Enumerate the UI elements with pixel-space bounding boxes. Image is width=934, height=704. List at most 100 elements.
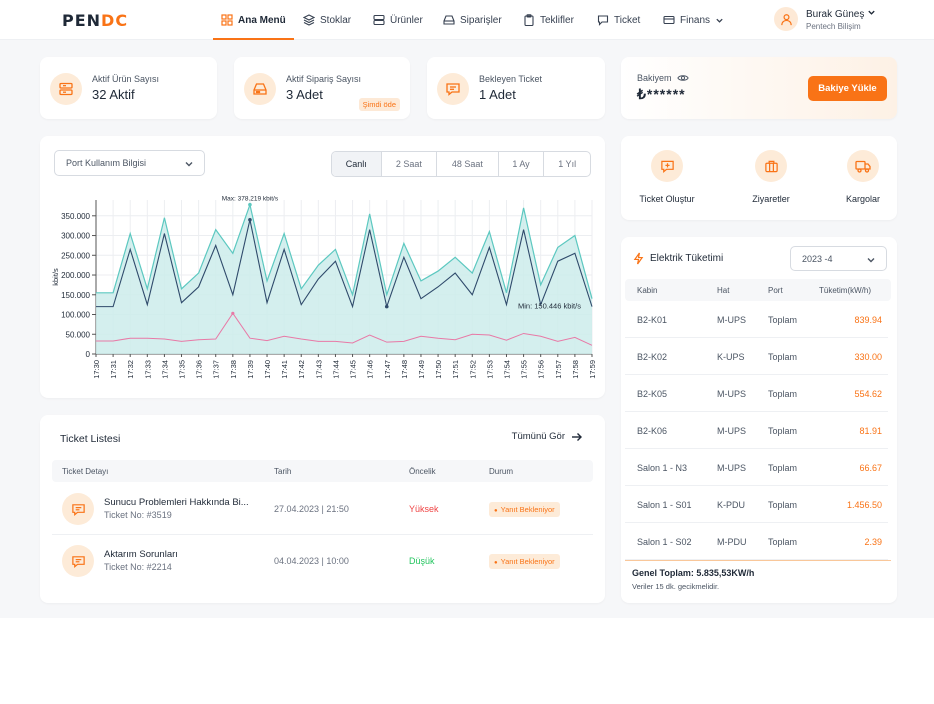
table-row[interactable]: B2-K01 M-UPS Toplam 839.94: [625, 301, 888, 338]
stat-value: 32 Aktif: [92, 87, 135, 102]
cabin-cell: Salon 1 - S01: [637, 500, 692, 510]
user-menu[interactable]: Burak Güneş Pentech Bilişim: [774, 5, 876, 33]
range-48h[interactable]: 48 Saat: [437, 152, 499, 176]
nav-item-ana-menu[interactable]: Ana Menü: [213, 0, 294, 40]
range-live[interactable]: Canlı: [332, 152, 382, 176]
message-icon: [597, 15, 609, 26]
y-tick-label: 350.000: [61, 212, 90, 221]
ticket-plus-icon: [660, 160, 674, 173]
nav-item-teklifler[interactable]: Teklifler: [523, 0, 574, 40]
message-icon: [446, 83, 460, 96]
view-all-link[interactable]: Tümünü Gör: [512, 431, 583, 442]
ticket-date: 04.04.2023 | 10:00: [274, 556, 349, 566]
port-cell: Toplam: [768, 426, 798, 436]
x-tick-label: 17:57: [554, 360, 563, 379]
logo[interactable]: PENDC: [62, 11, 128, 30]
table-row[interactable]: B2-K05 M-UPS Toplam 554.62: [625, 375, 888, 412]
range-1y[interactable]: 1 Yıl: [558, 159, 577, 169]
pay-now-link[interactable]: Şimdi öde: [358, 98, 400, 111]
eye-icon[interactable]: [676, 73, 689, 83]
table-row[interactable]: B2-K06 M-UPS Toplam 81.91: [625, 412, 888, 449]
drive-icon: [253, 83, 267, 95]
nav-label: Finans: [680, 14, 711, 26]
cabin-cell: B2-K01: [637, 315, 668, 325]
ticket-list-card: Ticket Listesi Tümünü Gör Ticket Detayı …: [40, 415, 605, 603]
port-usage-select[interactable]: Port Kullanım Bilgisi: [54, 150, 205, 176]
nav-item-urunler[interactable]: Ürünler: [373, 0, 423, 40]
chevron-down-icon: [185, 162, 193, 167]
stat-card-orders[interactable]: Aktif Sipariş Sayısı 3 Adet Şimdi öde: [234, 57, 410, 119]
load-balance-button[interactable]: Bakiye Yükle: [808, 76, 887, 101]
quick-icon-wrap: [755, 150, 787, 182]
table-row[interactable]: Sunucu Problemleri Hakkında Bi... Ticket…: [52, 483, 593, 535]
energy-title: Elektrik Tüketimi: [650, 253, 724, 264]
stat-card-tickets[interactable]: Bekleyen Ticket 1 Adet: [427, 57, 605, 119]
x-tick-label: 17:32: [126, 360, 135, 379]
nav-item-siparisler[interactable]: Siparişler: [443, 0, 502, 40]
consumption-cell: 554.62: [854, 389, 882, 399]
status-badge: Yanıt Bekleniyor: [489, 502, 560, 517]
drive-icon: [443, 15, 455, 25]
x-tick-label: 17:50: [434, 360, 443, 379]
cabin-cell: Salon 1 - N3: [637, 463, 688, 473]
quick-action-cargo[interactable]: Kargolar: [823, 150, 903, 204]
status-badge: Yanıt Bekleniyor: [489, 554, 560, 569]
stat-card-products[interactable]: Aktif Ürün Sayısı 32 Aktif: [40, 57, 217, 119]
x-tick-label: 17:31: [109, 360, 118, 379]
user-company: Pentech Bilişim: [806, 21, 861, 31]
table-row[interactable]: B2-K02 K-UPS Toplam 330.00: [625, 338, 888, 375]
table-row[interactable]: Salon 1 - N3 M-UPS Toplam 66.67: [625, 449, 888, 486]
arrow-right-icon: [572, 432, 582, 441]
quick-action-visits[interactable]: Ziyaretler: [731, 150, 811, 204]
consumption-cell: 839.94: [854, 315, 882, 325]
y-tick-label: 250.000: [61, 251, 90, 260]
energy-note: Veriler 15 dk. gecikmelidir.: [632, 582, 720, 591]
port-usage-select-value: Port Kullanım Bilgisi: [66, 158, 147, 168]
logo-accent-text: DC: [101, 11, 129, 30]
user-icon: [780, 13, 792, 25]
table-row[interactable]: Salon 1 - S02 M-PDU Toplam 2.39: [625, 523, 888, 560]
data-point: [248, 217, 252, 222]
line-cell: K-PDU: [717, 500, 746, 510]
port-cell: Toplam: [768, 352, 798, 362]
quick-action-create-ticket[interactable]: Ticket Oluştur: [627, 150, 707, 204]
stat-icon-wrap: [50, 73, 82, 105]
stat-icon-wrap: [244, 73, 276, 105]
cabin-cell: B2-K06: [637, 426, 668, 436]
ticket-list-title: Ticket Listesi: [60, 433, 121, 445]
quick-action-label: Kargolar: [845, 194, 881, 204]
cabin-cell: B2-K05: [637, 389, 668, 399]
quick-icon-wrap: [651, 150, 683, 182]
time-range-segmented: Canlı 2 Saat 48 Saat 1 Ay 1 Yıl: [331, 151, 591, 177]
x-tick-label: 17:36: [195, 360, 204, 379]
cabin-cell: B2-K02: [637, 352, 668, 362]
x-tick-label: 17:48: [400, 360, 409, 379]
range-2h[interactable]: 2 Saat: [382, 152, 438, 176]
series-line-pink: [96, 312, 593, 346]
top-navbar: PENDC Ana Menü Stoklar Ürünler Siparişle…: [0, 0, 934, 40]
ticket-priority: Yüksek: [409, 504, 439, 514]
table-row[interactable]: Salon 1 - S01 K-PDU Toplam 1.456.50: [625, 486, 888, 523]
nav-item-finans[interactable]: Finans: [663, 0, 724, 40]
line-cell: K-UPS: [717, 352, 745, 362]
x-tick-label: 17:54: [502, 360, 511, 379]
card-icon: [663, 15, 675, 25]
server-icon: [59, 82, 73, 96]
quick-action-label: Ziyaretler: [752, 194, 790, 204]
y-tick-label: 150.000: [61, 291, 90, 300]
nav-item-stoklar[interactable]: Stoklar: [303, 0, 351, 40]
y-tick-label: 200.000: [61, 271, 90, 280]
line-cell: M-UPS: [717, 426, 746, 436]
range-1m[interactable]: 1 Ay: [499, 152, 545, 176]
th-line: Hat: [717, 286, 730, 295]
grid-icon: [221, 14, 233, 26]
port-cell: Toplam: [768, 537, 798, 547]
nav-item-ticket[interactable]: Ticket: [597, 0, 640, 40]
nav-label: Stoklar: [320, 14, 352, 26]
ticket-date: 27.04.2023 | 21:50: [274, 504, 349, 514]
x-tick-label: 17:38: [229, 360, 238, 379]
avatar: [774, 7, 798, 31]
server-icon: [373, 14, 385, 26]
table-row[interactable]: Aktarım Sorunları Ticket No: #2214 04.04…: [52, 535, 593, 587]
energy-period-select[interactable]: 2023 -4: [790, 246, 887, 271]
